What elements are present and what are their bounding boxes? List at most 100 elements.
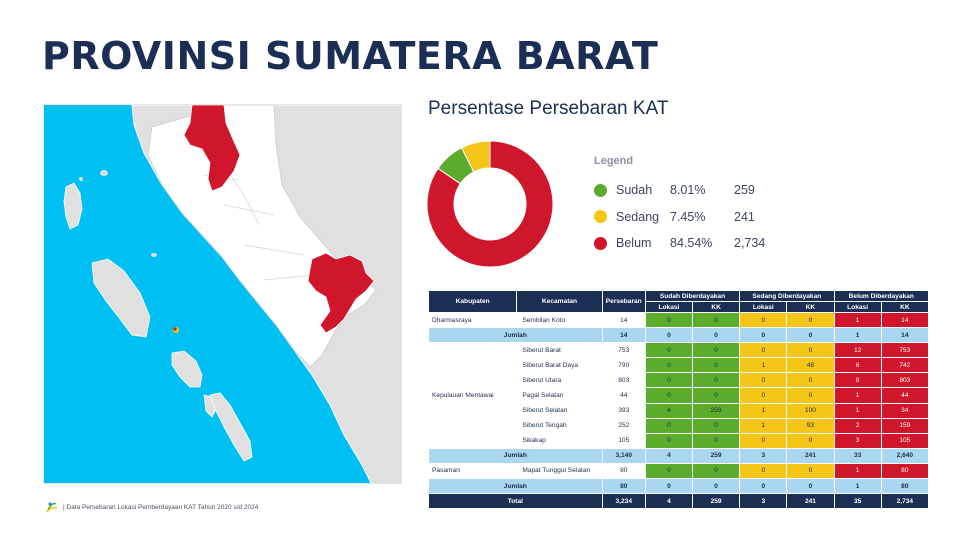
cell-persebaran: 393 (601, 402, 646, 419)
cell-m-lok: 0 (739, 432, 788, 449)
cell-persebaran: 3,140 (601, 447, 646, 464)
header-belum: Belum Diberdayakan (833, 290, 930, 302)
cell-b-lok: 1 (833, 462, 882, 480)
cell-m-kk: 0 (786, 462, 835, 480)
header-lokasi: Lokasi (739, 301, 788, 313)
jumlah-label: Jumlah (428, 447, 603, 464)
total-row: Total 3,234 4 259 3 241 35 2,734 (428, 493, 930, 510)
cell-s-kk: 259 (691, 447, 741, 464)
footnote: | Data Persebaran Lokasi Pemberdayaan KA… (45, 500, 258, 514)
cell-s-kk: 0 (691, 327, 741, 344)
cell-b-kk: 753 (880, 342, 930, 359)
cell-m-kk: 0 (786, 311, 835, 329)
cell-m-kk: 0 (786, 372, 835, 389)
cell-s-lok: 0 (644, 372, 694, 389)
header-kecamatan: Kecamatan (516, 290, 603, 313)
cell-s-lok: 0 (644, 342, 694, 359)
cell-s-lok: 4 (644, 402, 694, 419)
cell-s-lok: 0 (644, 387, 694, 404)
cell-b-lok: 33 (833, 447, 882, 464)
total-label: Total (428, 493, 603, 510)
cell-b-lok: 1 (833, 387, 882, 404)
cell-s-kk: 0 (691, 478, 741, 495)
cell-b-lok: 8 (833, 372, 882, 389)
section-title: Persentase Persebaran KAT (428, 98, 669, 119)
cell-s-kk: 0 (691, 372, 741, 389)
donut-chart (426, 140, 554, 268)
cell-b-kk: 2,640 (880, 447, 930, 464)
cell-kecamatan: Mapat Tunggul Selatan (516, 462, 603, 480)
cell-m-kk: 241 (786, 447, 835, 464)
header-sedang: Sedang Diberdayakan (739, 290, 835, 302)
cell-s-kk: 0 (691, 387, 741, 404)
cell-kabupaten: Kepulauan Mentawai (427, 342, 518, 449)
cell-b-kk: 14 (880, 327, 930, 344)
cell-m-kk: 0 (786, 387, 835, 404)
legend-dot-belum (594, 236, 607, 250)
province-area (147, 105, 377, 368)
cell-s-lok: 4 (644, 493, 694, 510)
cell-m-kk: 0 (786, 342, 835, 359)
cell-persebaran: 105 (601, 432, 646, 449)
footnote-text: | Data Persebaran Lokasi Pemberdayaan KA… (63, 503, 259, 511)
cell-b-lok: 6 (833, 357, 882, 374)
cell-kabupaten: Pasaman (427, 462, 518, 480)
table-row: Pasaman Mapat Tunggul Selatan 80 0 0 0 0 1 80 (427, 462, 930, 480)
cell-b-lok: 1 (833, 327, 882, 344)
cell-s-kk: 0 (691, 432, 741, 449)
table-row: Dharmasraya Sembilan Koto 14 0 0 0 0 1 14 (427, 311, 930, 329)
cell-b-lok: 3 (833, 432, 882, 449)
ministry-logo-icon (46, 502, 58, 513)
kat-table: Kabupaten Kecamatan Persebaran Sudah Dib… (427, 290, 930, 510)
cell-m-lok: 1 (739, 402, 788, 419)
cell-b-kk: 159 (880, 417, 930, 434)
cell-s-kk: 0 (691, 357, 741, 374)
cell-b-lok: 1 (833, 311, 882, 329)
jumlah-label: Jumlah (428, 327, 603, 344)
cell-s-lok: 0 (644, 432, 694, 449)
cell-m-lok: 0 (739, 462, 788, 480)
cell-s-lok: 0 (644, 417, 694, 434)
cell-kecamatan: Siberut Utara (516, 372, 603, 389)
cell-s-lok: 0 (644, 478, 694, 495)
header-lokasi: Lokasi (644, 301, 694, 313)
cell-b-kk: 803 (880, 372, 930, 389)
legend-heading: Legend (594, 155, 634, 167)
cell-b-lok: 1 (833, 402, 882, 419)
cell-b-lok: 35 (833, 493, 882, 510)
cell-kecamatan: Siberut Selatan (516, 402, 603, 419)
jumlah-row: Jumlah 80 0 0 0 0 1 80 (428, 478, 930, 495)
region-pasaman (183, 105, 241, 192)
cell-s-lok: 4 (644, 447, 694, 464)
cell-m-kk: 0 (786, 432, 835, 449)
header-kk: KK (786, 301, 835, 313)
cell-m-lok: 3 (739, 493, 788, 510)
cell-m-lok: 0 (739, 342, 788, 359)
cell-persebaran: 803 (601, 372, 646, 389)
cell-s-lok: 0 (644, 311, 694, 329)
page-title: PROVINSI SUMATERA BARAT (42, 34, 659, 78)
cell-s-kk: 0 (691, 311, 741, 329)
island-siberut (171, 350, 203, 388)
legend-dot-sudah (594, 183, 607, 197)
island-pagai (209, 392, 253, 462)
cell-m-lok: 0 (739, 387, 788, 404)
cell-s-lok: 0 (644, 357, 694, 374)
legend-dot-sedang (594, 210, 607, 224)
legend-item-belum: Belum 84.54% 2,734 (594, 230, 794, 257)
legend-label: Sedang (616, 209, 660, 224)
legend-count: 2,734 (734, 236, 766, 251)
cell-m-kk: 0 (786, 478, 835, 495)
legend-count: 259 (734, 183, 755, 198)
jumlah-row: Jumlah 14 0 0 0 0 1 14 (428, 327, 930, 344)
header-kk: KK (880, 301, 930, 313)
cell-b-kk: 105 (880, 432, 930, 449)
cell-b-lok: 12 (833, 342, 882, 359)
cell-b-lok: 1 (833, 478, 882, 495)
header-kk: KK (691, 301, 741, 313)
region-dharmasraya (307, 252, 375, 334)
cell-s-kk: 0 (691, 417, 741, 434)
cell-kabupaten: Dharmasraya (427, 311, 518, 329)
legend-item-sudah: Sudah 8.01% 259 (594, 177, 794, 204)
header-kabupaten: Kabupaten (427, 290, 518, 313)
